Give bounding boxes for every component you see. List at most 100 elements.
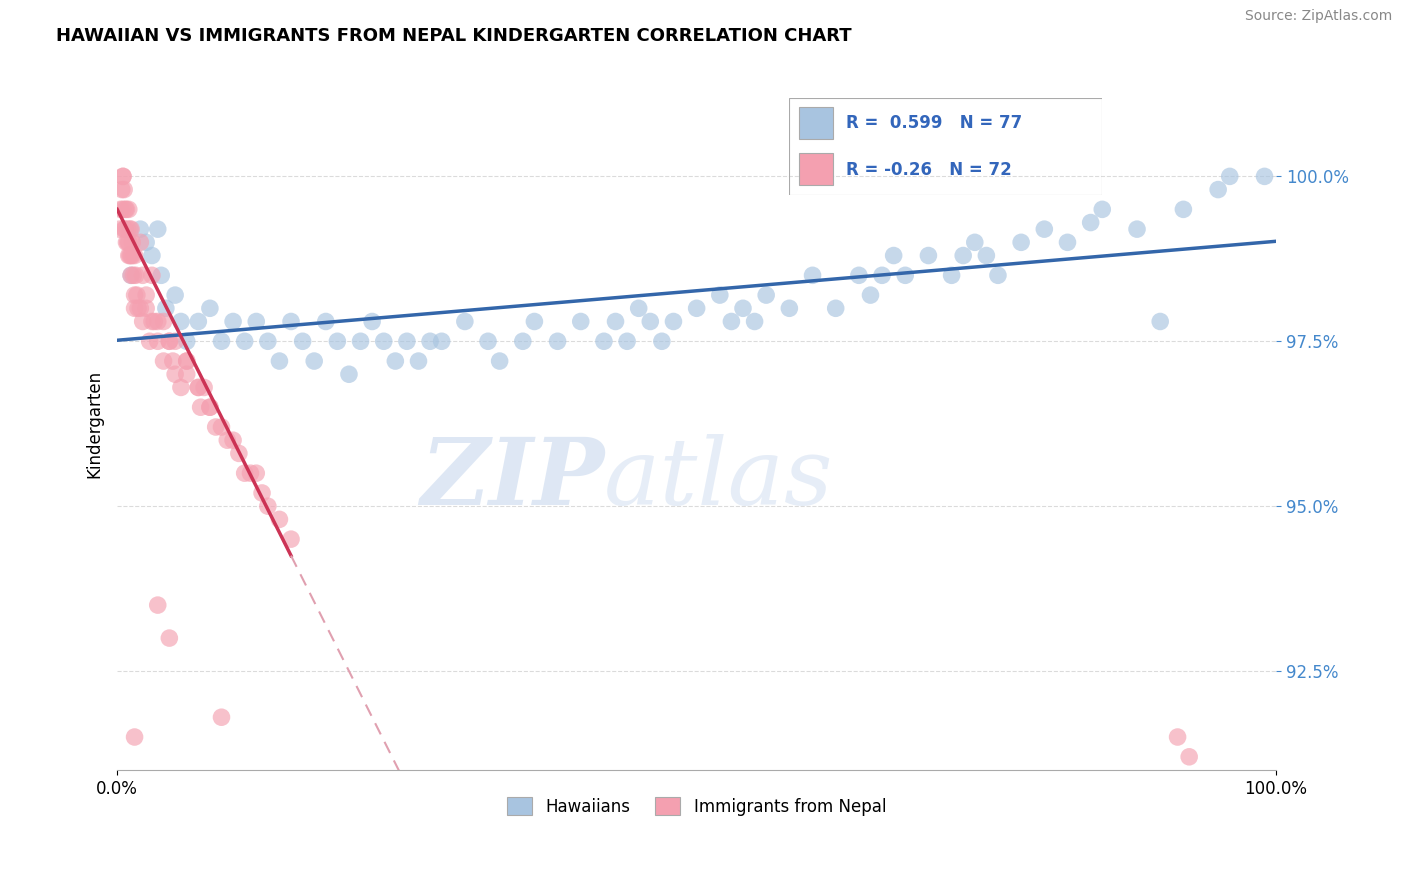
- Point: [120, 222, 142, 236]
- Point: [187, 314, 209, 328]
- Point: [198, 301, 221, 316]
- Point: [454, 314, 477, 328]
- Point: [233, 334, 256, 349]
- Point: [141, 268, 163, 283]
- Point: [269, 512, 291, 526]
- Point: [121, 248, 143, 262]
- Point: [651, 334, 673, 349]
- Point: [1253, 169, 1275, 184]
- Point: [605, 314, 627, 328]
- Point: [1178, 749, 1201, 764]
- Point: [143, 314, 166, 328]
- Point: [395, 334, 418, 349]
- Point: [824, 301, 846, 316]
- Point: [720, 314, 742, 328]
- Point: [135, 235, 157, 250]
- Point: [165, 334, 187, 349]
- Point: [616, 334, 638, 349]
- Point: [135, 301, 157, 316]
- Point: [152, 314, 174, 328]
- Point: [488, 354, 510, 368]
- Point: [512, 334, 534, 349]
- Point: [131, 268, 153, 283]
- Point: [211, 334, 233, 349]
- Point: [952, 248, 974, 262]
- Point: [114, 202, 136, 217]
- Point: [124, 248, 146, 262]
- Point: [125, 288, 148, 302]
- Point: [146, 598, 169, 612]
- Point: [709, 288, 731, 302]
- Point: [1091, 202, 1114, 217]
- Point: [127, 301, 149, 316]
- Point: [627, 301, 650, 316]
- Point: [731, 301, 754, 316]
- Point: [302, 354, 325, 368]
- Point: [152, 354, 174, 368]
- Point: [146, 222, 169, 236]
- Point: [1206, 183, 1229, 197]
- Point: [859, 288, 882, 302]
- Point: [1033, 222, 1056, 236]
- Point: [118, 248, 141, 262]
- Y-axis label: Kindergarten: Kindergarten: [86, 369, 103, 478]
- Point: [894, 268, 917, 283]
- Point: [129, 222, 152, 236]
- Point: [124, 301, 146, 316]
- Point: [190, 401, 212, 415]
- Point: [257, 334, 280, 349]
- Point: [165, 368, 187, 382]
- Point: [233, 466, 256, 480]
- Point: [146, 334, 169, 349]
- Point: [408, 354, 430, 368]
- Point: [141, 314, 163, 328]
- Point: [120, 268, 142, 283]
- Text: HAWAIIAN VS IMMIGRANTS FROM NEPAL KINDERGARTEN CORRELATION CHART: HAWAIIAN VS IMMIGRANTS FROM NEPAL KINDER…: [56, 27, 852, 45]
- Point: [280, 532, 302, 546]
- Point: [135, 288, 157, 302]
- Point: [662, 314, 685, 328]
- Point: [917, 248, 939, 262]
- Point: [170, 380, 193, 394]
- Point: [384, 354, 406, 368]
- Point: [222, 314, 245, 328]
- Point: [1126, 222, 1149, 236]
- Point: [373, 334, 395, 349]
- Point: [239, 466, 262, 480]
- Point: [118, 235, 141, 250]
- Point: [162, 354, 184, 368]
- Point: [1056, 235, 1078, 250]
- Point: [108, 222, 131, 236]
- Point: [125, 268, 148, 283]
- Point: [118, 248, 141, 262]
- Point: [547, 334, 569, 349]
- Point: [870, 268, 893, 283]
- Point: [523, 314, 546, 328]
- Point: [569, 314, 592, 328]
- Point: [117, 222, 139, 236]
- Point: [141, 248, 163, 262]
- Point: [801, 268, 824, 283]
- Point: [120, 268, 142, 283]
- Text: atlas: atlas: [605, 434, 834, 524]
- Point: [111, 169, 134, 184]
- Point: [315, 314, 337, 328]
- Point: [1010, 235, 1032, 250]
- Point: [848, 268, 870, 283]
- Point: [222, 434, 245, 448]
- Point: [124, 288, 146, 302]
- Point: [1219, 169, 1241, 184]
- Point: [157, 334, 180, 349]
- Point: [1149, 314, 1171, 328]
- Point: [1080, 215, 1102, 229]
- Point: [187, 380, 209, 394]
- Point: [129, 301, 152, 316]
- Point: [593, 334, 616, 349]
- Point: [176, 368, 198, 382]
- Point: [337, 368, 360, 382]
- Point: [176, 354, 198, 368]
- Point: [165, 288, 187, 302]
- Point: [111, 183, 134, 197]
- Point: [245, 466, 267, 480]
- Point: [157, 334, 180, 349]
